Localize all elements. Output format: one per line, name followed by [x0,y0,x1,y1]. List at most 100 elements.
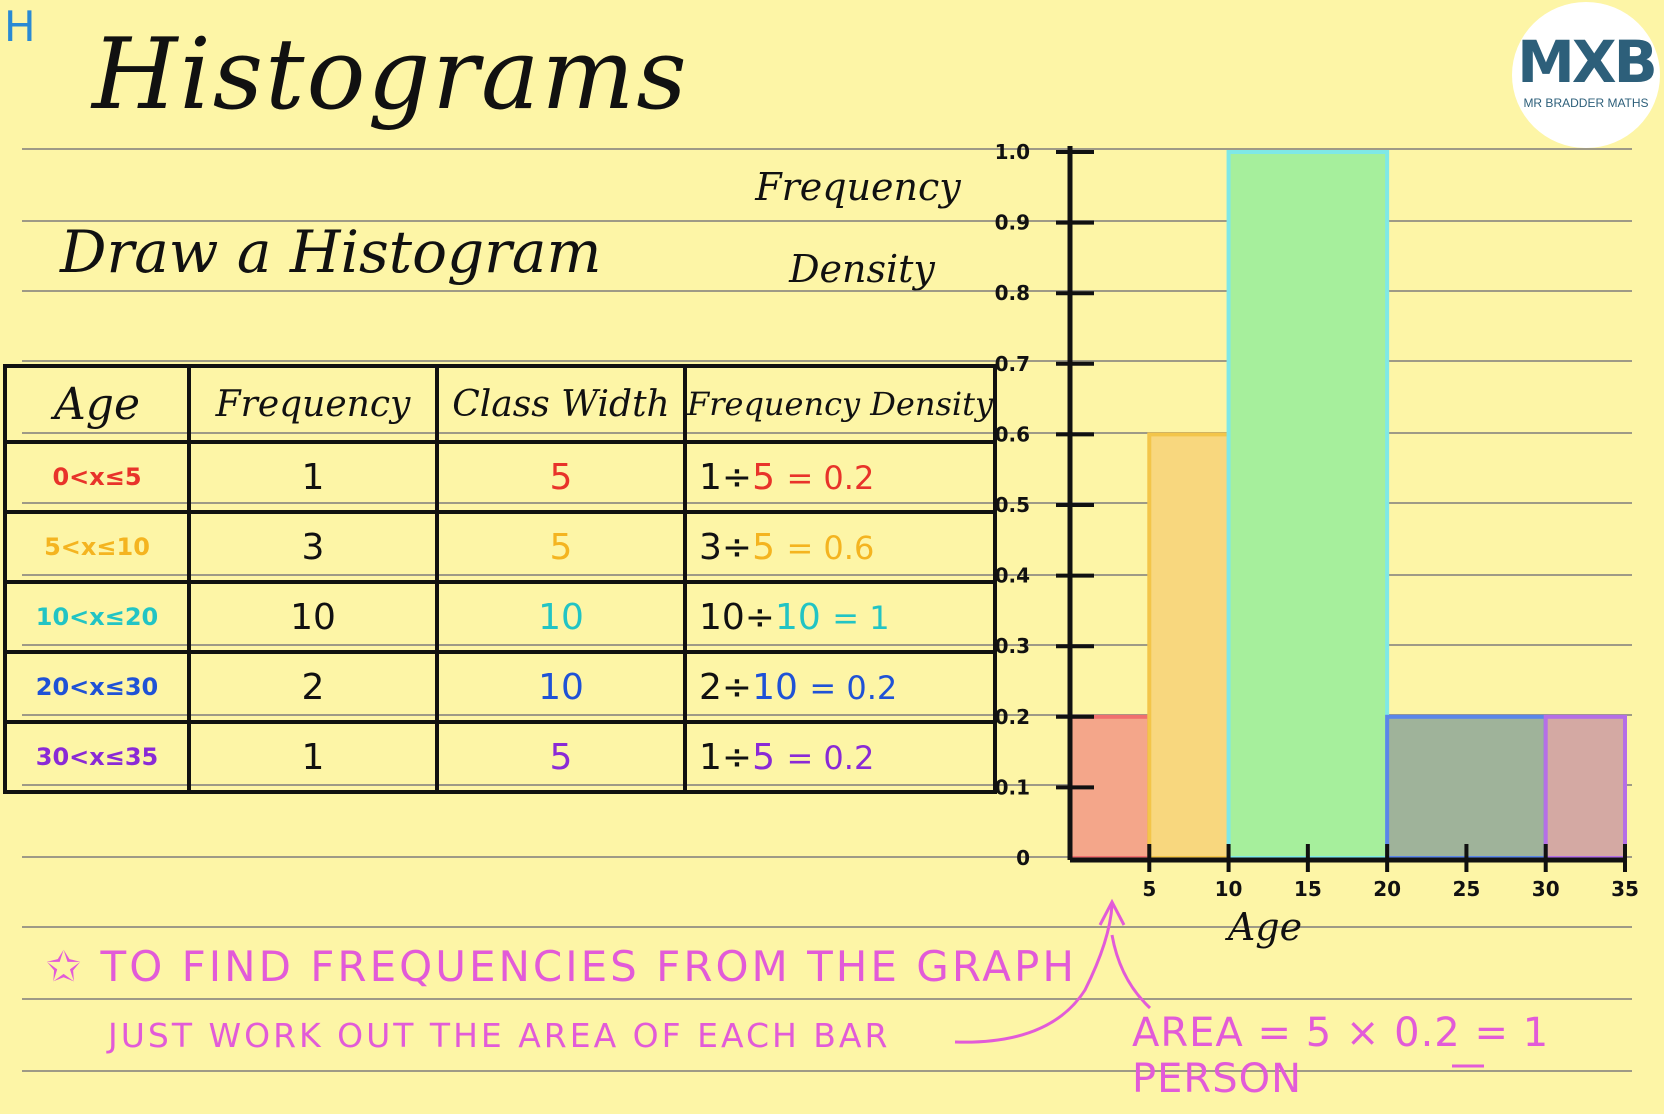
y-tick-label: 0.6 [995,422,1030,446]
y-tick-label: 0.3 [995,634,1030,658]
frequency-value: 10 [290,596,336,638]
fd-divisor: 5 [752,736,775,778]
x-tick-label: 5 [1142,877,1156,901]
cell-frequency: 10 [187,580,439,654]
ruled-line [22,220,1632,222]
fd-result: = 0.6 [786,528,875,567]
fd-result: = 0.2 [809,668,898,707]
cell-age: 30<x≤35 [3,720,191,794]
fd-dividend: 1÷ [699,456,753,498]
fd-dividend: 3÷ [699,526,753,568]
fd-result: = 1 [832,598,890,637]
ruled-line [22,856,1632,858]
ruled-line [22,148,1632,150]
age-range: 20<x≤30 [35,673,159,701]
cell-frequency: 1 [187,720,439,794]
histogram-bar [1385,714,1548,860]
x-tick-label: 10 [1215,877,1243,901]
note-work-out-area: JUST WORK OUT THE AREA OF EACH BAR [108,1016,891,1055]
histogram-bar [1543,714,1627,860]
cell-frequency: 3 [187,510,439,584]
y-tick-label: 0 [1016,846,1030,870]
class-width-value: 10 [538,666,584,708]
fd-dividend: 1÷ [699,736,753,778]
page-subtitle: Draw a Histogram [60,218,602,286]
bars-layer [1068,150,1627,860]
fd-dividend: 10÷ [699,596,775,638]
y-tick-label: 1.0 [995,140,1030,164]
y-tick-label: 0.2 [995,705,1030,729]
cell-frequency: 2 [187,650,439,724]
cell-class-width: 5 [435,440,687,514]
age-range: 5<x≤10 [44,533,150,561]
y-axis-title-line1: Frequency [754,165,961,209]
table-row: 5<x≤10 3 5 3÷5 = 0.6 [3,510,998,584]
cell-age: 10<x≤20 [3,580,191,654]
ruled-line [22,998,1632,1000]
table-row: 20<x≤30 2 10 2÷10 = 0.2 [3,650,998,724]
cell-frequency: 1 [187,440,439,514]
corner-tag: H [4,2,36,51]
histogram-bar [1147,432,1231,860]
cell-age: 5<x≤10 [3,510,191,584]
axes-layer: 0 0.1 0.2 0.3 0.4 0.5 0.6 0.7 0.8 0.9 1.0 5 10 15 20 25… [995,140,1639,901]
table-row: 0<x≤5 1 5 1÷5 = 0.2 [3,440,998,514]
fd-divisor: 10 [752,666,798,708]
age-range: 30<x≤35 [35,743,159,771]
ruled-line [22,290,1632,292]
header-age: Age [3,364,191,444]
fd-divisor: 5 [752,526,775,568]
fd-divisor: 10 [774,596,821,638]
fd-result: = 0.2 [786,458,875,497]
star-icon: ✩ [46,942,101,991]
cell-class-width: 10 [435,650,687,724]
table-row: 10<x≤20 10 10 10÷10 = 1 [3,580,998,654]
x-tick-label: 20 [1373,877,1401,901]
ruled-line [22,360,1632,362]
ruled-line [22,926,1632,928]
fd-divisor: 5 [752,456,775,498]
header-frequency: Frequency [187,364,439,444]
header-frequency-density: Frequency Density [682,364,998,444]
mxb-logo: MXB MR BRADDER MATHS [1512,2,1660,148]
cell-class-width: 10 [435,580,687,654]
x-tick-label: 15 [1294,877,1322,901]
cell-age: 0<x≤5 [3,440,191,514]
cell-frequency-density: 1÷5 = 0.2 [682,720,998,794]
class-width-value: 5 [549,736,573,778]
cell-class-width: 5 [435,510,687,584]
y-tick-label: 0.9 [995,211,1030,235]
age-range: 10<x≤20 [35,603,159,631]
frequency-table: Age Frequency Class Width Frequency Dens… [3,364,998,794]
histogram-bar [1226,150,1390,860]
class-width-value: 5 [549,526,573,568]
note-find-frequencies: ✩ TO FIND FREQUENCIES FROM THE GRAPH [46,942,1077,991]
y-tick-label: 0.4 [995,564,1030,588]
cell-frequency-density: 10÷10 = 1 [682,580,998,654]
note-line1-text: TO FIND FREQUENCIES FROM THE GRAPH [100,942,1077,991]
x-tick-label: 25 [1453,877,1481,901]
frequency-value: 2 [301,666,325,708]
x-tick-label: 35 [1611,877,1639,901]
class-width-value: 10 [538,596,584,638]
y-tick-label: 0.7 [995,352,1030,376]
y-tick-label: 0.5 [995,493,1030,517]
cell-age: 20<x≤30 [3,650,191,724]
logo-text: MR BRADDER MATHS [1523,96,1649,110]
cell-class-width: 5 [435,720,687,794]
ruled-line [22,1070,1632,1072]
logo-mark: MXB [1517,28,1658,96]
y-tick-label: 0.8 [995,281,1030,305]
frequency-value: 3 [301,526,325,568]
table-row: 30<x≤35 1 5 1÷5 = 0.2 [3,720,998,794]
cell-frequency-density: 2÷10 = 0.2 [682,650,998,724]
page-title: Histograms [92,18,689,132]
frequency-value: 1 [301,456,325,498]
annotation-arrows [954,898,1484,1068]
table-header-row: Age Frequency Class Width Frequency Dens… [3,364,998,444]
x-axis-title: Age [1225,905,1302,949]
cell-frequency-density: 1÷5 = 0.2 [682,440,998,514]
note-area-calculation: AREA = 5 × 0.2 = 1 PERSON [1132,1010,1550,1102]
fd-dividend: 2÷ [699,666,753,708]
